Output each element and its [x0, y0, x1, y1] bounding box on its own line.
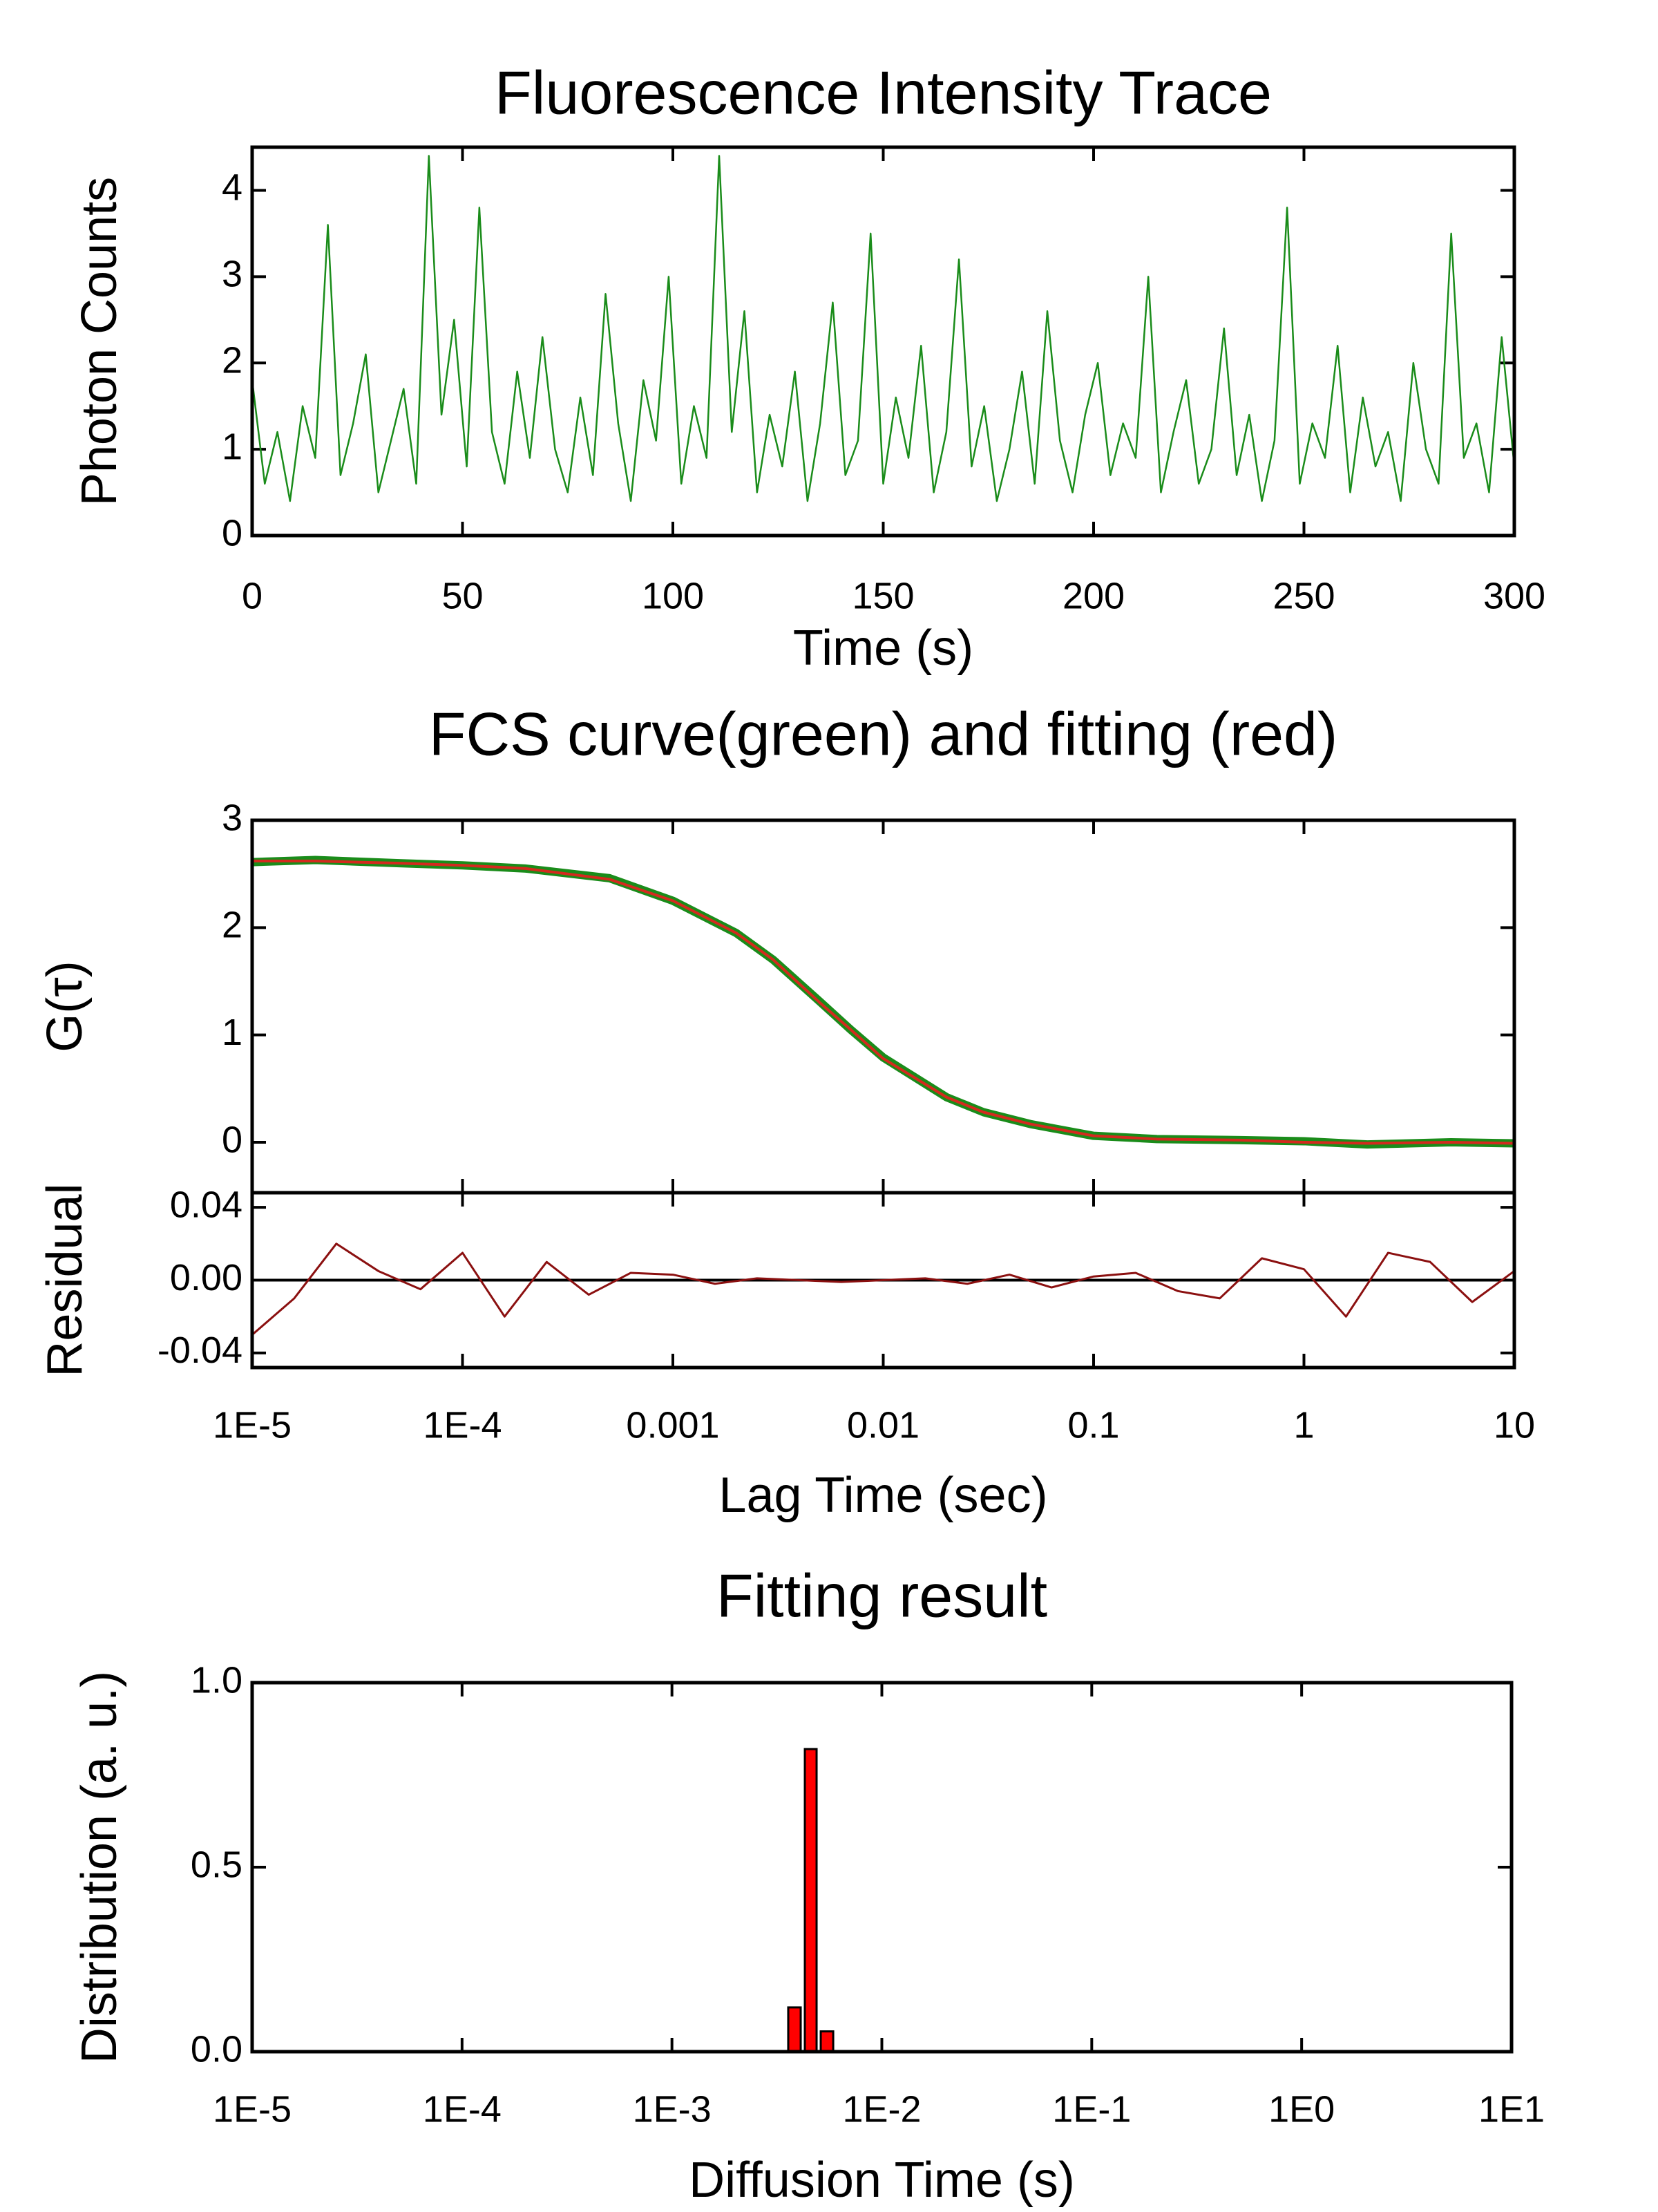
- x-tick-label: 200: [1063, 575, 1125, 616]
- x-tick-label: 1E1: [1478, 2088, 1545, 2130]
- y-tick-label: 1: [222, 426, 242, 467]
- bar: [803, 1748, 818, 2053]
- x-tick-label: 300: [1483, 575, 1545, 616]
- plot-frame: [250, 1191, 1516, 1370]
- y-tick-label: 0: [222, 1119, 242, 1160]
- chart-title: Fitting result: [716, 1561, 1047, 1629]
- y-axis-label: Distribution (a. u.): [72, 1671, 127, 2063]
- y-axis-label: Photon Counts: [72, 177, 127, 506]
- x-tick-label: 1E-4: [423, 1404, 502, 1446]
- x-tick-label: 1E-5: [213, 1404, 292, 1446]
- y-axis-label: Residual: [37, 1183, 93, 1377]
- y-tick-label: 2: [222, 905, 242, 946]
- y-tick-label: 0.00: [170, 1257, 242, 1298]
- x-tick-label: 1: [1293, 1404, 1314, 1446]
- x-tick-label: 150: [852, 575, 914, 616]
- y-tick-label: 3: [222, 797, 242, 838]
- x-tick-label: 100: [642, 575, 704, 616]
- x-axis-label: Time (s): [793, 621, 973, 676]
- y-tick-label: 0: [222, 512, 242, 554]
- y-tick-label: 4: [222, 167, 242, 209]
- data-line: [251, 1242, 1515, 1336]
- x-axis-label: Diffusion Time (s): [689, 2153, 1075, 2208]
- y-tick-label: 1: [222, 1012, 242, 1053]
- y-axis-label: G(τ): [37, 961, 93, 1052]
- bar: [787, 2006, 802, 2053]
- x-tick-label: 1E-1: [1052, 2088, 1131, 2130]
- y-tick-label: 2: [222, 339, 242, 381]
- x-tick-label: 10: [1494, 1404, 1535, 1446]
- y-tick-label: 3: [222, 254, 242, 295]
- x-tick-label: 50: [441, 575, 483, 616]
- bar: [819, 2030, 835, 2053]
- chart-title: Fluorescence Intensity Trace: [495, 58, 1272, 126]
- y-tick-label: 0.04: [170, 1184, 242, 1225]
- x-tick-label: 1E-4: [423, 2088, 502, 2130]
- y-tick-label: 1.0: [191, 1659, 242, 1701]
- x-tick-label: 0.01: [847, 1404, 919, 1446]
- x-tick-label: 1E-5: [213, 2088, 292, 2130]
- chart-title: FCS curve(green) and fitting (red): [429, 699, 1338, 768]
- y-tick-label: 0.5: [191, 1844, 242, 1885]
- x-tick-label: 250: [1273, 575, 1335, 616]
- y-tick-label: -0.04: [158, 1330, 242, 1371]
- x-axis-label: Lag Time (sec): [718, 1468, 1047, 1523]
- plot-frame: [250, 1681, 1514, 2054]
- x-tick-label: 1E-2: [842, 2088, 921, 2130]
- x-tick-label: 1E0: [1268, 2088, 1335, 2130]
- x-tick-label: 1E-3: [633, 2088, 712, 2130]
- data-line: [251, 856, 1515, 1149]
- plot-frame: [250, 145, 1516, 538]
- x-tick-label: 0: [242, 575, 263, 616]
- data-line: [252, 860, 1515, 1145]
- y-tick-label: 0.0: [191, 2028, 242, 2070]
- data-line: [251, 155, 1516, 502]
- x-tick-label: 0.1: [1067, 1404, 1119, 1446]
- plot-frame: [250, 818, 1516, 1195]
- x-tick-label: 0.001: [626, 1404, 719, 1446]
